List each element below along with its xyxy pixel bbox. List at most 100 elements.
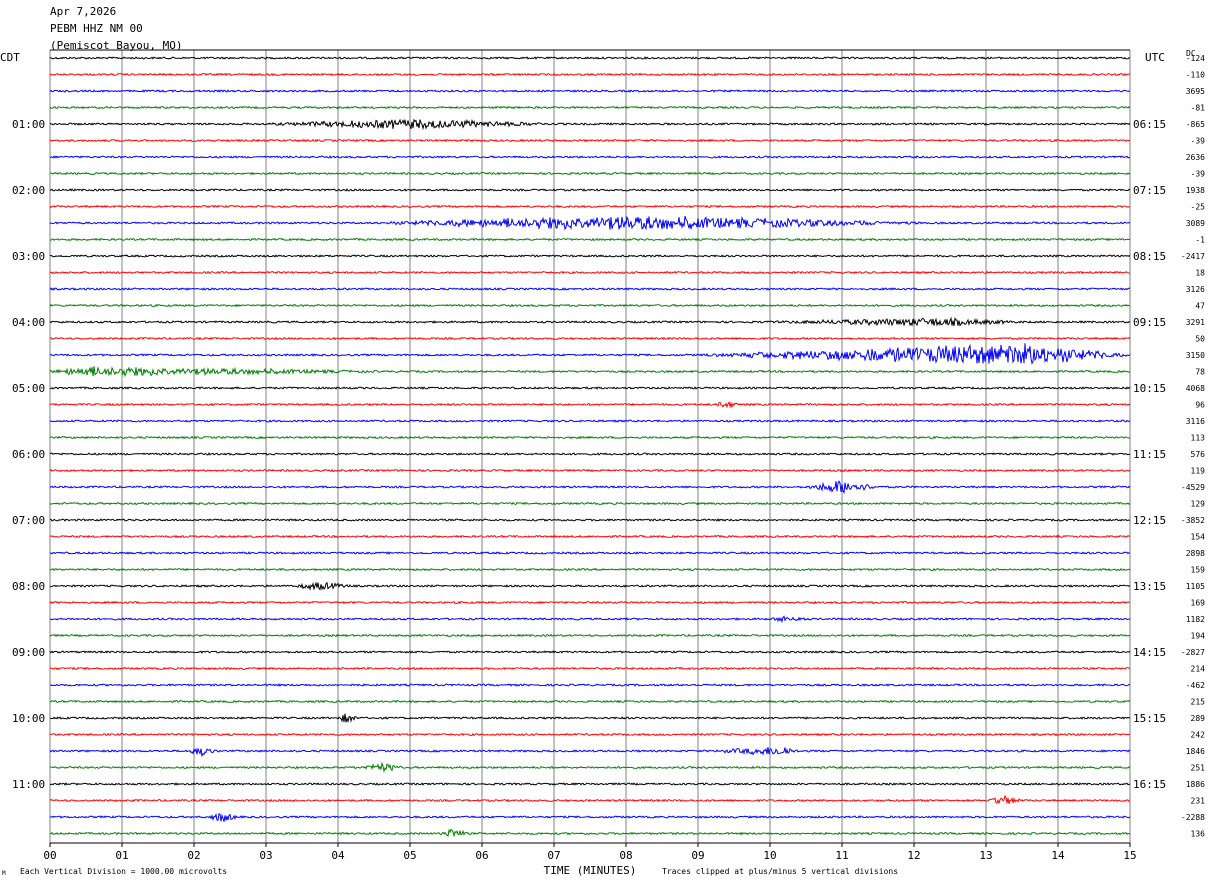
right-hour-label: 14:15 <box>1133 646 1166 659</box>
x-tick-label: 11 <box>835 849 848 862</box>
dc-offset-label: -3852 <box>1181 516 1205 525</box>
dc-offset-label: -81 <box>1191 104 1206 113</box>
x-tick-label: 07 <box>547 849 560 862</box>
dc-offset-label: 18 <box>1195 269 1205 278</box>
seismic-trace <box>49 699 1131 704</box>
x-tick-label: 02 <box>187 849 200 862</box>
seismic-trace <box>49 468 1131 473</box>
right-hour-label: 09:15 <box>1133 316 1166 329</box>
dc-offset-label: 50 <box>1195 335 1205 344</box>
seismic-trace <box>49 72 1131 77</box>
header-station: PEBM HHZ NM 00 <box>50 22 143 35</box>
seismic-trace <box>49 581 1131 591</box>
dc-offset-label: 47 <box>1195 302 1205 311</box>
seismic-trace <box>49 567 1131 572</box>
seismic-trace <box>49 270 1131 275</box>
seismic-trace <box>49 287 1131 291</box>
x-tick-label: 00 <box>43 849 56 862</box>
seismic-trace <box>49 336 1131 341</box>
right-hour-label: 11:15 <box>1133 448 1166 461</box>
seismic-trace <box>49 316 1131 327</box>
dc-offset-label: 194 <box>1191 632 1206 641</box>
seismic-trace <box>49 118 1131 131</box>
dc-offset-label: 3126 <box>1186 285 1205 294</box>
seismic-trace <box>49 551 1131 555</box>
x-tick-label: 01 <box>115 849 128 862</box>
left-hour-label: 05:00 <box>12 382 45 395</box>
left-hour-label: 07:00 <box>12 514 45 527</box>
dc-offset-label: -865 <box>1186 120 1205 129</box>
seismic-trace <box>49 401 1131 409</box>
dc-offset-label: -124 <box>1186 54 1205 63</box>
seismic-trace <box>49 452 1131 456</box>
seismic-trace <box>49 435 1131 440</box>
dc-offset-label: 231 <box>1191 797 1206 806</box>
right-hour-label: 07:15 <box>1133 184 1166 197</box>
seismic-trace <box>49 518 1131 522</box>
dc-offset-label: 96 <box>1195 401 1205 410</box>
left-hour-label: 09:00 <box>12 646 45 659</box>
dc-offset-label: 1105 <box>1186 582 1205 591</box>
dc-offset-label: 78 <box>1195 368 1205 377</box>
dc-offset-label: -39 <box>1191 170 1206 179</box>
dc-offset-label: -4529 <box>1181 483 1205 492</box>
dc-offset-label: 3116 <box>1186 417 1205 426</box>
dc-offset-label: 289 <box>1191 714 1206 723</box>
right-hour-label: 10:15 <box>1133 382 1166 395</box>
seismic-trace <box>49 303 1131 308</box>
seismic-trace <box>49 386 1131 390</box>
seismic-trace <box>49 215 1131 231</box>
dc-offset-label: 1886 <box>1186 780 1205 789</box>
seismic-trace <box>49 56 1131 60</box>
dc-offset-label: 4068 <box>1186 384 1205 393</box>
dc-offset-label: 576 <box>1191 450 1206 459</box>
seismic-trace <box>49 366 1131 378</box>
x-tick-label: 09 <box>691 849 704 862</box>
left-hour-label: 11:00 <box>12 778 45 791</box>
seismic-trace <box>49 782 1131 786</box>
seismic-trace <box>49 138 1131 143</box>
seismic-trace <box>49 171 1131 176</box>
corner-mark: M <box>2 870 6 877</box>
right-axis-title: UTC <box>1145 51 1165 64</box>
dc-offset-label: -2288 <box>1181 813 1205 822</box>
left-axis-title: CDT <box>0 51 20 64</box>
dc-offset-label: 159 <box>1191 566 1206 575</box>
seismic-trace <box>49 254 1131 258</box>
right-hour-label: 13:15 <box>1133 580 1166 593</box>
dc-offset-label: -110 <box>1186 71 1205 80</box>
dc-offset-label: -1 <box>1195 236 1205 245</box>
dc-offset-label: 3291 <box>1186 318 1205 327</box>
seismic-trace <box>49 713 1131 724</box>
seismic-trace <box>49 828 1131 838</box>
dc-offset-label: -462 <box>1186 681 1205 690</box>
seismic-trace <box>49 812 1131 822</box>
left-hour-label: 01:00 <box>12 118 45 131</box>
left-hour-label: 08:00 <box>12 580 45 593</box>
dc-offset-label: 2636 <box>1186 153 1205 162</box>
dc-offset-label: -25 <box>1191 203 1206 212</box>
dc-offset-label: 136 <box>1191 830 1206 839</box>
seismic-trace <box>49 237 1131 242</box>
dc-offset-label: 251 <box>1191 764 1206 773</box>
seismic-trace <box>49 650 1131 654</box>
seismic-trace <box>49 204 1131 209</box>
dc-offset-label: 1846 <box>1186 747 1205 756</box>
x-tick-label: 10 <box>763 849 776 862</box>
seismic-trace <box>49 89 1131 93</box>
right-hour-label: 08:15 <box>1133 250 1166 263</box>
dc-offset-label: 1182 <box>1186 615 1205 624</box>
seismic-trace <box>49 155 1131 159</box>
dc-offset-label: 215 <box>1191 698 1206 707</box>
seismic-trace <box>49 105 1131 110</box>
right-hour-label: 06:15 <box>1133 118 1166 131</box>
seismic-trace <box>49 600 1131 605</box>
x-tick-label: 06 <box>475 849 488 862</box>
dc-offset-label: 3150 <box>1186 351 1205 360</box>
dc-offset-label: 3695 <box>1186 87 1205 96</box>
right-hour-label: 12:15 <box>1133 514 1166 527</box>
x-axis-label: TIME (MINUTES) <box>544 864 637 877</box>
seismic-trace <box>49 534 1131 539</box>
dc-offset-label: 154 <box>1191 533 1206 542</box>
